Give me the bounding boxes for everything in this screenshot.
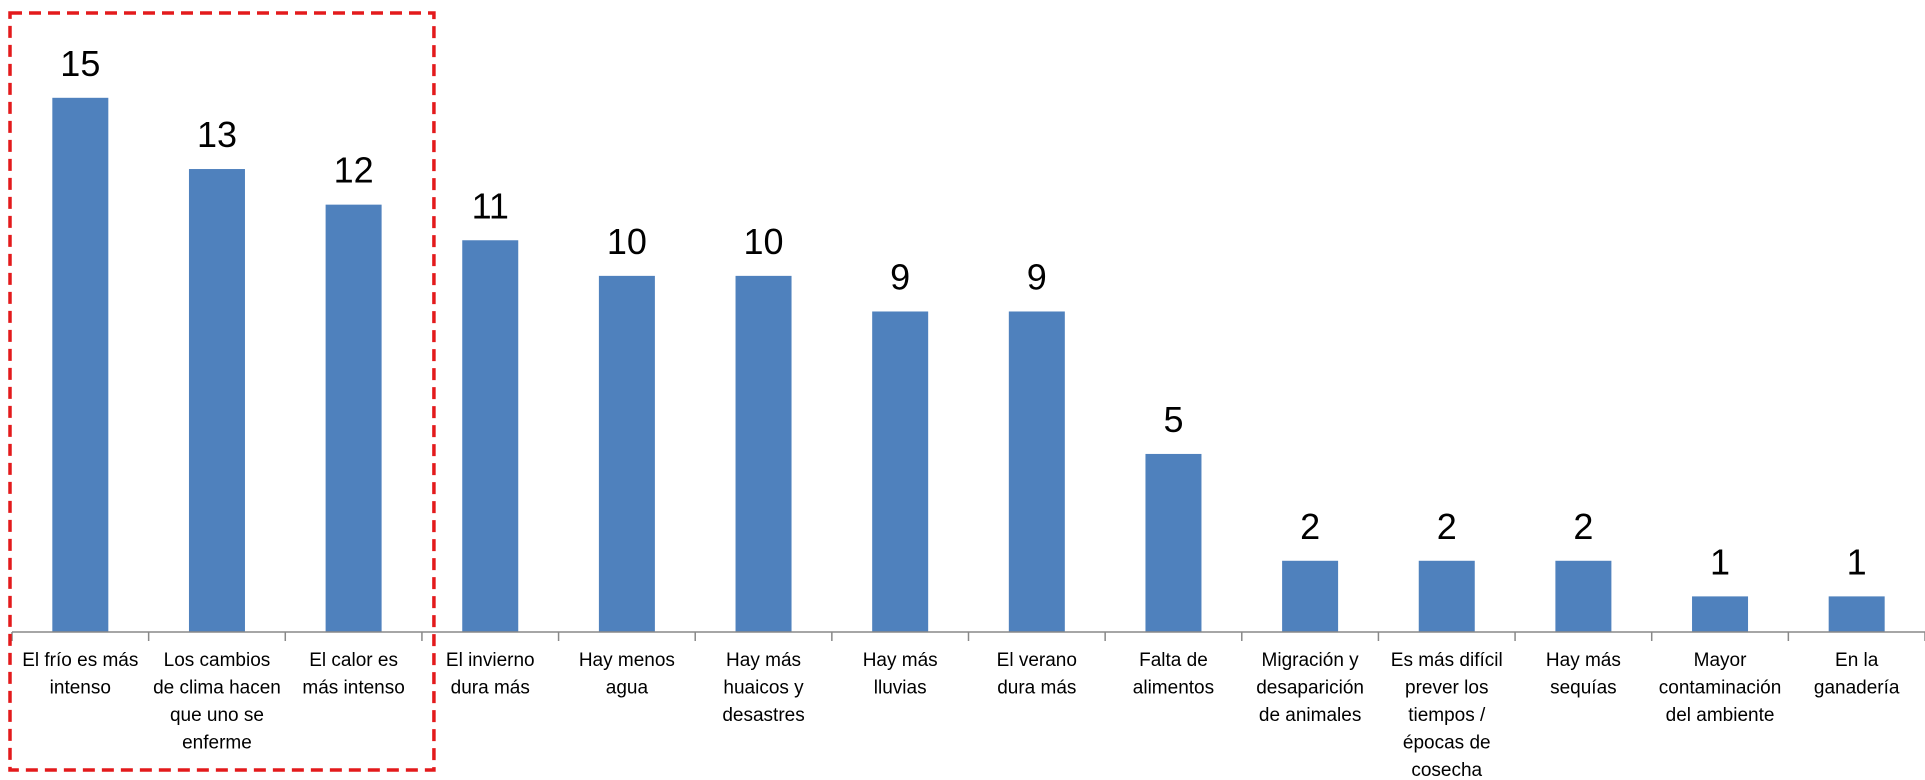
data-label: 2 xyxy=(1300,506,1320,547)
data-label: 10 xyxy=(744,221,784,262)
data-label: 11 xyxy=(472,185,509,226)
x-tick-label: Falta de alimentos xyxy=(1133,650,1214,699)
x-tick-label: Los cambios de clima hacen que uno se enfer… xyxy=(153,650,281,754)
x-tick-label: El invierno dura más xyxy=(446,650,535,699)
bar xyxy=(598,275,655,632)
bar xyxy=(1692,596,1749,632)
bar xyxy=(1145,453,1202,632)
x-tick-label: El verano dura más xyxy=(997,650,1077,699)
bar xyxy=(1282,560,1339,632)
bar xyxy=(188,169,245,632)
x-tick-label: En la ganadería xyxy=(1814,650,1900,699)
bar xyxy=(872,311,929,632)
x-tick-label: Mayor contaminación del ambiente xyxy=(1659,650,1782,726)
data-label: 2 xyxy=(1437,506,1457,547)
data-label: 1 xyxy=(1710,541,1730,582)
bar xyxy=(462,240,519,633)
bar xyxy=(1555,560,1612,632)
bar xyxy=(1828,596,1885,632)
data-label: 2 xyxy=(1573,506,1593,547)
x-tick-label: Hay más sequías xyxy=(1546,650,1621,699)
data-label: 9 xyxy=(1027,256,1047,297)
data-label: 9 xyxy=(890,256,910,297)
data-label: 15 xyxy=(60,43,100,84)
x-tick-label: Hay menos agua xyxy=(579,650,675,699)
x-tick-label: Migración y desaparición de animales xyxy=(1256,650,1364,726)
data-label: 1 xyxy=(1847,541,1867,582)
bar xyxy=(735,275,792,632)
bars-group xyxy=(52,97,1885,633)
x-tick-label: Hay más huaicos y desastres xyxy=(722,650,804,726)
x-tick-label: Es más difícil prever los tiempos / épocas … xyxy=(1391,650,1503,780)
x-tick-label: Hay más lluvias xyxy=(863,650,938,699)
bar xyxy=(1418,560,1475,632)
bar xyxy=(52,97,109,632)
x-tick-label: El calor es más intenso xyxy=(302,650,404,699)
x-ticks-group xyxy=(11,632,1925,641)
data-label: 13 xyxy=(197,114,237,155)
x-tick-label: El frío es más intenso xyxy=(22,650,138,699)
data-label: 12 xyxy=(334,150,374,191)
data-label: 10 xyxy=(607,221,647,262)
category-labels-group: El frío es más intenso Los cambios de clima… xyxy=(22,650,1900,780)
bar xyxy=(1008,311,1065,632)
data-label: 5 xyxy=(1163,399,1183,440)
bar xyxy=(325,204,382,633)
highlight-box xyxy=(8,11,436,772)
